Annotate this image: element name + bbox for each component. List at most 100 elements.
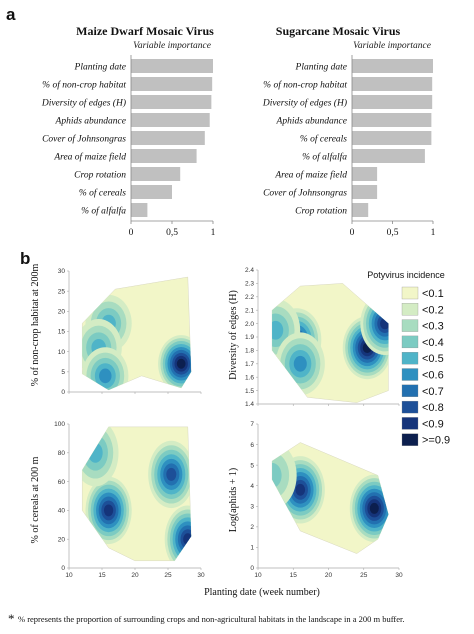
category-label: Diversity of edges (H)	[262, 97, 347, 108]
y-tick-label: 5	[250, 462, 254, 469]
bar	[131, 131, 205, 145]
category-label: Cover of Johnsongras	[42, 133, 126, 144]
legend-swatch	[401, 384, 419, 397]
legend-label: <0.9	[422, 418, 444, 430]
category-label: Planting date	[295, 62, 347, 72]
contour-level	[272, 320, 284, 340]
panel-a-letter: a	[6, 5, 16, 24]
y-tick-label: 1.4	[245, 401, 254, 408]
bar	[131, 149, 197, 163]
bar	[131, 59, 213, 73]
contour-level	[295, 483, 306, 496]
bar	[131, 95, 212, 109]
bar	[131, 203, 148, 217]
y-tick-label: 1.9	[245, 334, 254, 341]
legend-label: <0.1	[422, 288, 444, 300]
category-label: % of non-crop habitat	[42, 79, 126, 90]
y-tick-label: 2.4	[245, 267, 254, 274]
legend-title: Potyvirus incidence	[367, 270, 445, 280]
bar-chart-title: Maize Dwarf Mosaic Virus	[76, 24, 214, 38]
contour-level	[88, 442, 103, 463]
y-tick-label: 100	[54, 421, 65, 428]
y-tick-label: 2.1	[245, 307, 254, 314]
y-tick-label: 6	[250, 442, 254, 449]
y-tick-label: 1.5	[245, 388, 254, 395]
y-tick-label: 4	[250, 483, 254, 490]
legend-swatch	[401, 417, 419, 430]
x-tick-label: 25	[164, 572, 172, 579]
bar	[352, 167, 378, 181]
y-tick-label: 2.2	[245, 294, 254, 301]
category-label: Planting date	[74, 62, 126, 72]
x-tick-label: 0	[350, 228, 355, 238]
x-axis-label: Planting date (week number)	[204, 587, 320, 598]
category-label: Crop rotation	[295, 206, 347, 216]
legend-items: <0.1 <0.2 <0.3 <0.4 <0.5 <0.6 <0.7 <0.8 <0.9 >=0.…	[401, 286, 450, 447]
legend-label: <0.7	[422, 386, 444, 398]
y-tick-label: 2.0	[245, 321, 254, 328]
bar-chart-scmv: Sugarcane Mosaic Virus Variable importan…	[262, 24, 436, 238]
x-tick-label: 15	[98, 572, 106, 579]
bar-chart-subtitle: Variable importance	[133, 41, 211, 51]
y-tick-label: 10	[58, 349, 66, 356]
bar-chart-marks: Planting date % of non-crop habitat Divers…	[41, 55, 216, 238]
category-label: % of non-crop habitat	[263, 79, 347, 90]
bar	[352, 185, 378, 199]
y-axis-label: % of cereals at 200 m	[30, 456, 41, 543]
y-tick-label: 0	[61, 565, 65, 572]
y-tick-label: 0	[61, 389, 65, 396]
legend-label: <0.5	[422, 353, 444, 365]
category-label: % of cereals	[300, 133, 347, 144]
footnote-star: *	[8, 611, 15, 626]
bar-chart-marks: Planting date % of non-crop habitat Divers…	[262, 55, 436, 238]
contour-level	[380, 317, 389, 330]
y-tick-label: 1	[250, 545, 254, 552]
contour-level	[103, 504, 114, 517]
bar	[131, 185, 172, 199]
contour-level	[176, 358, 186, 369]
x-tick-label: 25	[360, 572, 368, 579]
contour-plot-noncrop: % of non-crop habitat at 200m 0 5 10 15 20 25…	[30, 264, 202, 396]
contour-plot-aphids: Log(aphids + 1) 0 1 2 3 4 5 6 7 10 15 20 25 30	[228, 421, 403, 579]
x-tick-label: 0,5	[166, 228, 178, 238]
category-label: Aphids abundance	[55, 116, 126, 126]
x-tick-label: 1	[431, 228, 436, 238]
x-tick-label: 0,5	[387, 228, 399, 238]
y-tick-label: 7	[250, 421, 254, 428]
bar	[352, 149, 425, 163]
category-label: % of alfalfa	[302, 151, 347, 162]
bar	[352, 203, 369, 217]
legend-swatch	[401, 286, 419, 300]
contour-level	[369, 502, 379, 514]
panel-b-letter: b	[20, 249, 30, 268]
y-tick-label: 30	[58, 268, 66, 275]
y-tick-label: 2	[250, 524, 254, 531]
bar	[352, 59, 433, 73]
category-label: Area of maize field	[53, 151, 126, 162]
x-tick-label: 30	[197, 572, 205, 579]
x-tick-label: 10	[65, 572, 73, 579]
x-tick-label: 10	[254, 572, 262, 579]
legend-swatch	[401, 400, 419, 414]
category-label: % of alfalfa	[81, 205, 126, 216]
x-tick-label: 0	[129, 228, 134, 238]
category-label: Aphids abundance	[276, 116, 347, 126]
category-label: Cover of Johnsongras	[263, 187, 347, 198]
surface-field	[82, 294, 192, 390]
bar	[352, 113, 432, 127]
y-tick-label: 20	[58, 309, 66, 316]
legend-swatch	[401, 335, 419, 349]
y-tick-label: 2.3	[245, 281, 254, 288]
contour-level	[272, 452, 290, 499]
y-axis-label: Diversity of edges (H)	[228, 290, 239, 380]
legend-swatch	[401, 319, 419, 332]
contour-plot-edges: Diversity of edges (H) 1.4 1.5 1.6 1.7 1.8 1.…	[228, 267, 400, 408]
category-label: Diversity of edges (H)	[41, 97, 126, 108]
y-tick-label: 20	[58, 536, 66, 543]
y-tick-label: 5	[61, 369, 65, 376]
y-axis-label: % of non-crop habitat at 200m	[30, 264, 41, 387]
legend-label: <0.6	[422, 370, 444, 382]
x-tick-label: 15	[290, 572, 298, 579]
contour-level	[99, 368, 112, 384]
